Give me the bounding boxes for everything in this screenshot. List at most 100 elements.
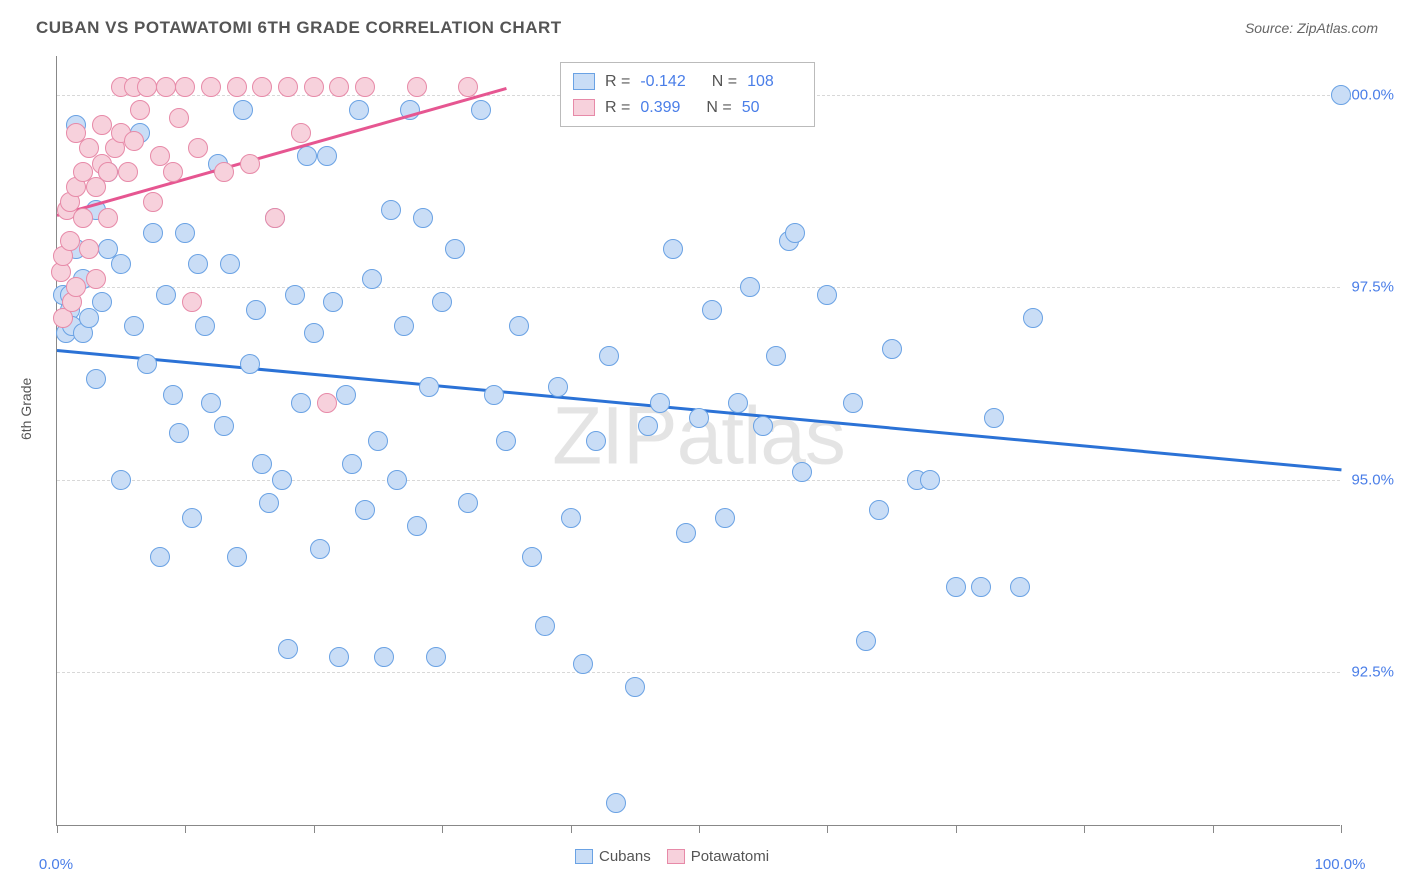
potawatomi-point [458,77,478,97]
potawatomi-point [252,77,272,97]
cubans-point [606,793,626,813]
potawatomi-point [118,162,138,182]
cubans-point [329,647,349,667]
cubans-point [394,316,414,336]
r-label: R = [605,95,630,121]
cubans-point [387,470,407,490]
potawatomi-point [407,77,427,97]
cubans-point [496,431,516,451]
cubans-point [336,385,356,405]
cubans-point [220,254,240,274]
cubans-point [291,393,311,413]
cubans-point [252,454,272,474]
cubans-point [285,285,305,305]
n-value: 108 [747,69,774,95]
cubans-point [362,269,382,289]
cubans-point [484,385,504,405]
cubans-point [381,200,401,220]
potawatomi-point [240,154,260,174]
cubans-point [111,470,131,490]
potawatomi-point [156,77,176,97]
cubans-point [663,239,683,259]
cubans-point [419,377,439,397]
cubans-point [323,292,343,312]
cubans-point [349,100,369,120]
cubans-point [374,647,394,667]
x-tick [442,825,443,833]
cubans-point [869,500,889,520]
potawatomi-point [79,239,99,259]
r-value: -0.142 [640,69,685,95]
cubans-point [233,100,253,120]
cubans-point [156,285,176,305]
cubans-point [946,577,966,597]
potawatomi-point [60,231,80,251]
cubans-point [297,146,317,166]
cubans-point [792,462,812,482]
cubans-point [246,300,266,320]
chart-title: CUBAN VS POTAWATOMI 6TH GRADE CORRELATIO… [36,18,562,38]
legend-item-potawatomi: Potawatomi [667,848,769,865]
cubans-point [561,508,581,528]
potawatomi-point [143,192,163,212]
cubans-point [143,223,163,243]
cubans-point [407,516,427,536]
cubans-point [702,300,722,320]
cubans-point [413,208,433,228]
cubans-point [445,239,465,259]
cubans-point [214,416,234,436]
n-label: N = [706,95,731,121]
potawatomi-point [86,269,106,289]
potawatomi-point [329,77,349,97]
cubans-point [586,431,606,451]
cubans-point [971,577,991,597]
cubans-point [984,408,1004,428]
cubans-point [689,408,709,428]
cubans-point [856,631,876,651]
potawatomi-point [201,77,221,97]
cubans-point [458,493,478,513]
cubans-point [676,523,696,543]
cubans-point [304,323,324,343]
cubans-point [522,547,542,567]
cubans-point [843,393,863,413]
cubans-point [509,316,529,336]
cubans-point [310,539,330,559]
cubans-point [92,292,112,312]
x-tick [314,825,315,833]
potawatomi-point [317,393,337,413]
cubans-point [188,254,208,274]
chart-container: CUBAN VS POTAWATOMI 6TH GRADE CORRELATIO… [0,0,1406,892]
grid-line [57,672,1340,673]
cubans-point [201,393,221,413]
legend-series: Cubans Potawatomi [575,848,769,865]
cubans-point [426,647,446,667]
cubans-point [753,416,773,436]
potawatomi-point [124,131,144,151]
potawatomi-swatch-icon [667,849,685,864]
cubans-point [240,354,260,374]
cubans-point [766,346,786,366]
cubans-point [785,223,805,243]
x-tick [827,825,828,833]
cubans-point [882,339,902,359]
x-tick [956,825,957,833]
potawatomi-point [227,77,247,97]
cubans-point [471,100,491,120]
cubans-point [1331,85,1351,105]
cubans-point [169,423,189,443]
potawatomi-point [214,162,234,182]
potawatomi-point [137,77,157,97]
y-axis-title: 6th Grade [18,378,34,440]
cubans-point [317,146,337,166]
cubans-point [182,508,202,528]
cubans-point [278,639,298,659]
cubans-point [259,493,279,513]
y-tick-label: 97.5% [1347,279,1398,296]
y-tick-label: 92.5% [1347,664,1398,681]
x-tick [699,825,700,833]
potawatomi-point [92,115,112,135]
potawatomi-point [169,108,189,128]
cubans-point [272,470,292,490]
cubans-point [625,677,645,697]
